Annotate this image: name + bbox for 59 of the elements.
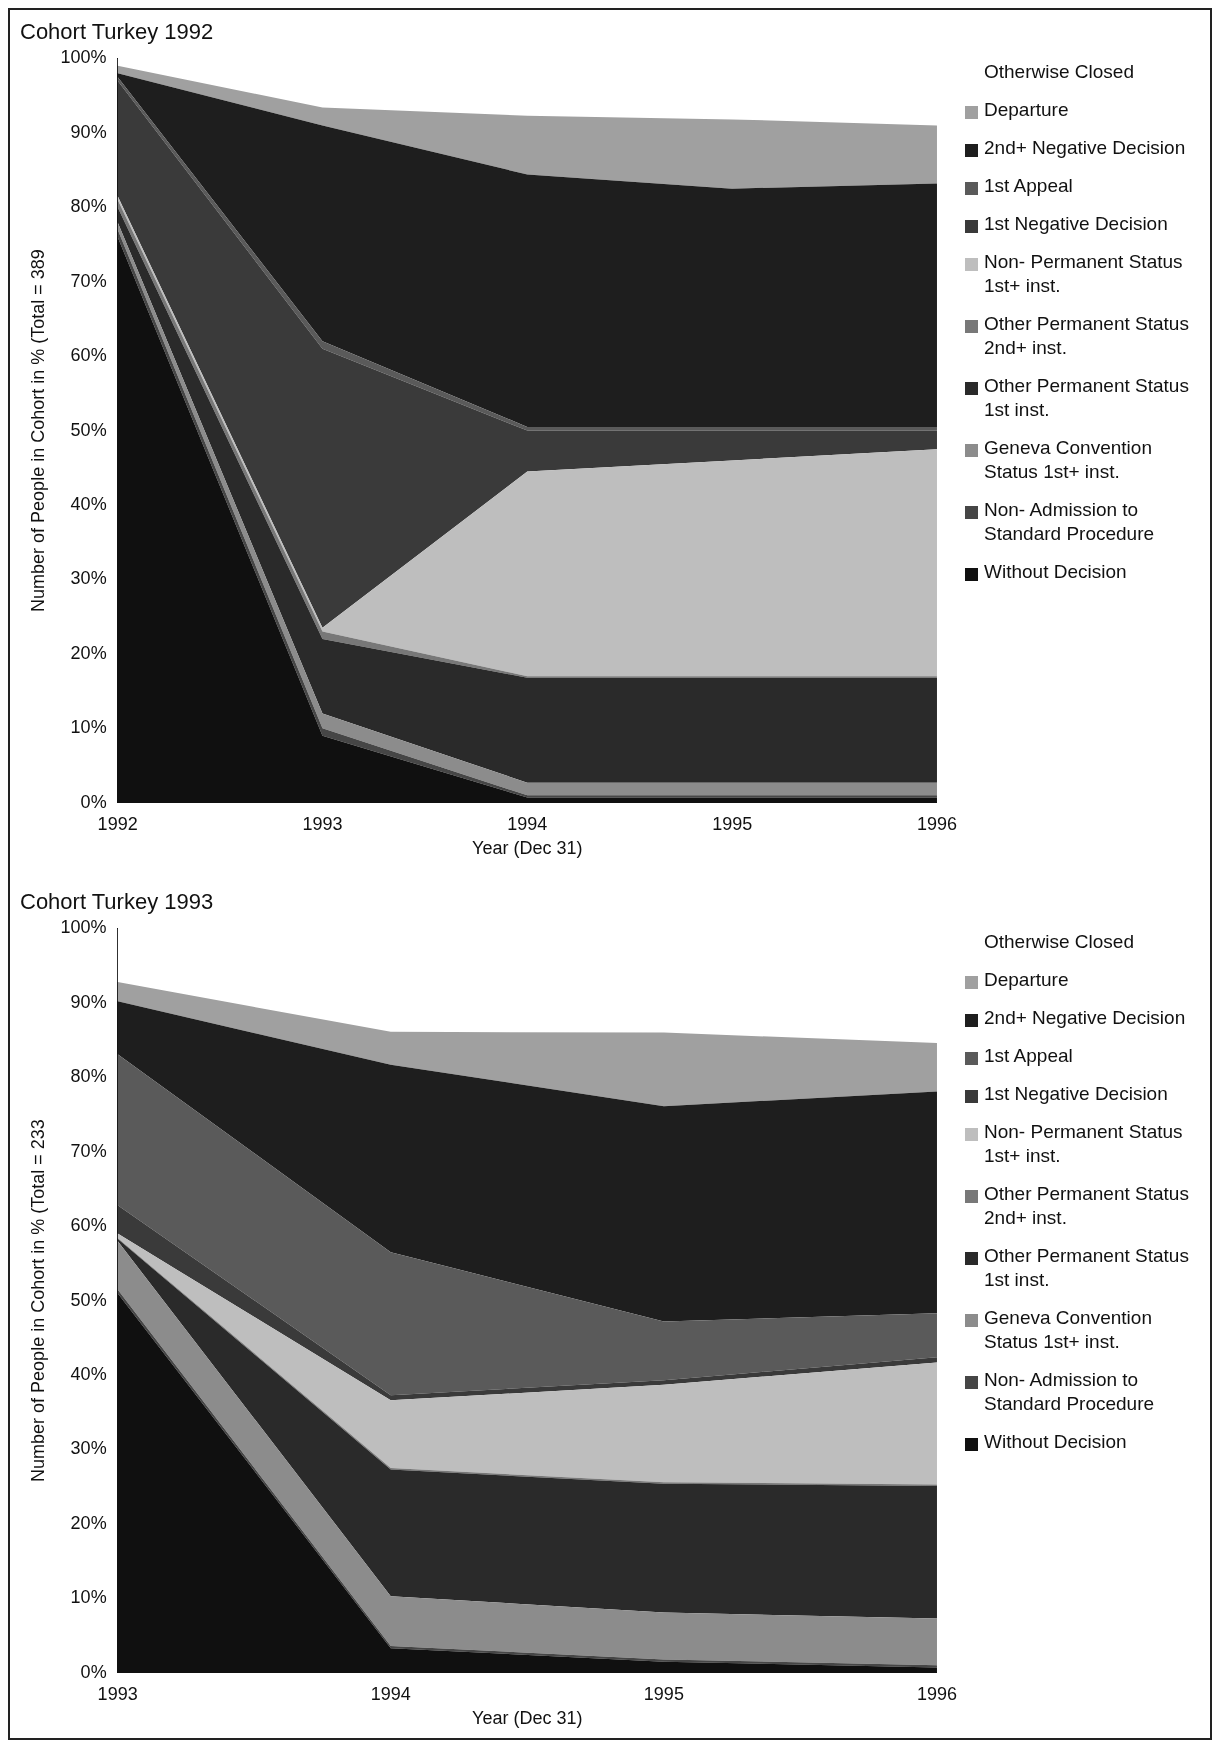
y-tick-label: 90%: [70, 121, 107, 142]
y-tick-label: 100%: [60, 47, 107, 68]
legend-label: Non- Admission to Standard Procedure: [984, 1368, 1156, 1416]
legend-label: Geneva Convention Status 1st+ inst.: [984, 436, 1153, 484]
legend-label: 2nd+ Negative Decision: [984, 1006, 1186, 1030]
legend-label: Non- Permanent Status 1st+ inst.: [984, 1120, 1184, 1168]
legend-label: 2nd+ Negative Decision: [984, 136, 1186, 160]
legend-label: Without Decision: [984, 1430, 1127, 1454]
y-tick-label: 20%: [70, 1512, 107, 1533]
y-tick-label: 20%: [70, 642, 107, 663]
legend-label: Other Permanent Status 2nd+ inst.: [984, 1182, 1190, 1230]
legend-label: 1st Negative Decision: [984, 1082, 1168, 1106]
text: Otherwise Closed: [984, 930, 1134, 954]
y-tick-label: 50%: [70, 419, 107, 440]
y-tick-label: 100%: [60, 917, 107, 938]
x-tick-label: 1993: [97, 1683, 138, 1704]
legend-label: Non- Admission to Standard Procedure: [984, 498, 1156, 546]
chart-title: Cohort Turkey 1993: [20, 889, 214, 915]
y-tick-label: 80%: [70, 196, 107, 217]
x-tick-label: 1996: [916, 813, 957, 834]
y-tick-label: 60%: [70, 1215, 107, 1236]
chart-title: Cohort Turkey 1992: [20, 19, 214, 45]
y-tick-label: 10%: [70, 717, 107, 738]
y-tick-label: 60%: [70, 345, 107, 366]
legend-label: Departure: [984, 968, 1069, 992]
x-tick-label: 1993: [302, 813, 343, 834]
legend-label: Other Permanent Status 2nd+ inst.: [984, 312, 1190, 360]
y-tick-label: 30%: [70, 568, 107, 589]
y-tick-label: 80%: [70, 1066, 107, 1087]
legend-label: 1st Appeal: [984, 174, 1073, 198]
x-tick-label: 1994: [370, 1683, 411, 1704]
legend-label: Non- Permanent Status 1st+ inst.: [984, 250, 1184, 298]
y-tick-label: 90%: [70, 991, 107, 1012]
y-tick-label: 0%: [80, 791, 107, 812]
legend-label: 1st Negative Decision: [984, 212, 1168, 236]
y-tick-label: 40%: [70, 1364, 107, 1385]
x-tick-label: 1996: [916, 1683, 957, 1704]
legend-label: Other Permanent Status 1st inst.: [984, 1244, 1190, 1292]
y-tick-label: 70%: [70, 270, 107, 291]
y-tick-label: 50%: [70, 1289, 107, 1310]
legend-label: Without Decision: [984, 560, 1127, 584]
x-axis-title: Year (Dec 31): [472, 838, 583, 859]
y-tick-label: 0%: [80, 1661, 107, 1682]
y-tick-label: 40%: [70, 494, 107, 515]
legend-label: Departure: [984, 98, 1069, 122]
x-tick-label: 1992: [97, 813, 138, 834]
legend-label: Geneva Convention Status 1st+ inst.: [984, 1306, 1153, 1354]
x-tick-label: 1994: [507, 813, 548, 834]
x-axis-title: Year (Dec 31): [472, 1708, 583, 1729]
text: Otherwise Closed: [984, 60, 1134, 84]
legend-label: Other Permanent Status 1st inst.: [984, 374, 1190, 422]
x-tick-label: 1995: [643, 1683, 684, 1704]
y-tick-label: 10%: [70, 1587, 107, 1608]
legend-label: 1st Appeal: [984, 1044, 1073, 1068]
y-tick-label: 30%: [70, 1438, 107, 1459]
y-axis-title: Number of People in Cohort in % (Total = 233: [27, 1119, 48, 1482]
x-tick-label: 1995: [712, 813, 753, 834]
y-tick-label: 70%: [70, 1140, 107, 1161]
y-axis-title: Number of People in Cohort in % (Total = 389: [27, 249, 48, 612]
